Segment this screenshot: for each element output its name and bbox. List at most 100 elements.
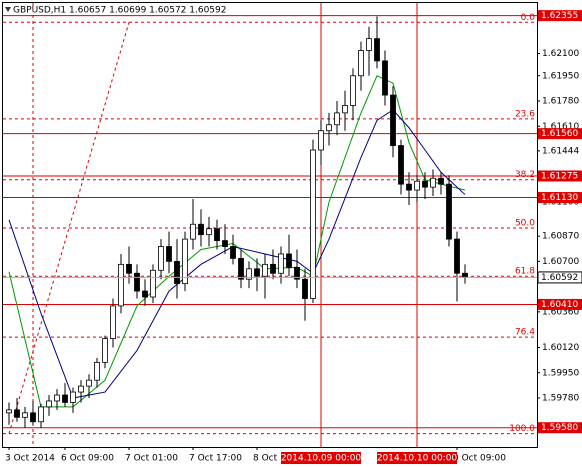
vline-date-box (281, 452, 361, 464)
last-price-box (537, 271, 582, 284)
candle-body (14, 409, 20, 418)
candle-body (222, 240, 228, 247)
candle-body (438, 177, 444, 185)
candle-body (278, 253, 284, 274)
fibo-label: 76.4 (515, 328, 535, 338)
candle-body (390, 94, 396, 146)
candle-body (462, 272, 468, 278)
candle-body (238, 258, 244, 280)
vline-date-label: 2014.10.09 00:00 (281, 454, 362, 464)
candle-body (350, 75, 356, 106)
fibo-label: 100.0 (509, 424, 535, 434)
y-tick-label: 1.60120 (542, 343, 579, 353)
y-tick-label: 1.61950 (542, 71, 579, 81)
y-tick-label: 1.59950 (542, 368, 579, 378)
candle-body (6, 409, 12, 414)
candle-body (414, 180, 420, 191)
candle-body (30, 412, 36, 423)
candle-body (70, 391, 76, 403)
level-label: 1.60410 (541, 300, 578, 310)
x-tick-label: 3 Oct 2014 (5, 454, 55, 464)
candle-body (230, 246, 236, 259)
y-tick-label: 1.60700 (542, 257, 579, 267)
level-box (538, 128, 582, 140)
fibo-label: 61.8 (515, 267, 535, 277)
candle-body (454, 238, 460, 274)
level-box (538, 170, 582, 182)
candle-body (118, 263, 124, 307)
x-tick-label: 7 Oct 17:00 (189, 454, 242, 464)
candle-body (366, 38, 372, 51)
candle-body (182, 238, 188, 285)
y-tick-label: 1.60360 (542, 307, 579, 317)
candle-body (46, 400, 52, 408)
y-tick-label: 1.62100 (542, 49, 579, 59)
candle-body (446, 183, 452, 240)
candle-body (286, 253, 292, 268)
candle-body (38, 406, 44, 423)
level-label: 1.59580 (541, 423, 578, 433)
candle-body (198, 223, 204, 236)
y-tick-label: 1.61610 (542, 122, 579, 132)
fibo-label: 50.0 (515, 218, 535, 228)
level-box (538, 10, 582, 22)
x-tick-label: 8 Oct (253, 454, 278, 464)
y-tick-label: 1.61780 (542, 97, 579, 107)
candle-body (270, 263, 276, 274)
vline-date-label: 2014.10.10 00:00 (377, 454, 458, 464)
y-tick-label: 1.61444 (542, 146, 579, 156)
symbol-icon (5, 7, 11, 12)
candle-body (406, 183, 412, 191)
level-label: 1.62355 (541, 11, 578, 21)
level-box (538, 422, 582, 434)
candle-body (398, 145, 404, 185)
candle-body (422, 180, 428, 188)
candle-body (206, 228, 212, 236)
level-box (538, 298, 582, 310)
candle-body (62, 394, 68, 403)
candle-body (342, 105, 348, 114)
candle-body (326, 124, 332, 132)
candle-body (102, 338, 108, 363)
candle-body (262, 263, 268, 277)
level-label: 1.61130 (541, 193, 578, 203)
candle-body (358, 50, 364, 77)
candle-body (150, 269, 156, 298)
candle-body (166, 246, 172, 262)
candle-body (158, 246, 164, 271)
candle-body (110, 305, 116, 339)
candle-body (254, 268, 260, 277)
vline-date-box (377, 452, 457, 464)
y-tick-label: 1.60870 (542, 232, 579, 242)
level-box (538, 192, 582, 204)
candle-body (318, 130, 324, 151)
candle-body (382, 60, 388, 96)
fibo-label: 0.0 (521, 13, 536, 23)
candle-body (430, 177, 436, 188)
candle-body (214, 228, 220, 241)
x-tick-label: 0 Oct 09:00 (453, 454, 506, 464)
candle-body (310, 149, 316, 299)
last-price-label: 1.60592 (541, 273, 578, 283)
candle-body (22, 412, 28, 418)
candle-body (174, 260, 180, 285)
chart-title: GBPUSD,H1 1.60657 1.60699 1.60572 1.6059… (13, 6, 226, 16)
x-tick-label: 6 Oct 09:00 (61, 454, 114, 464)
candle-body (190, 223, 196, 240)
candle-body (126, 263, 132, 274)
candle-body (134, 272, 140, 292)
candle-body (54, 394, 60, 402)
candle-body (94, 361, 100, 381)
fibo-label: 23.6 (515, 109, 535, 119)
level-label: 1.61560 (541, 129, 578, 139)
candle-body (302, 278, 308, 299)
y-tick-label: 1.59780 (542, 393, 579, 403)
level-label: 1.61275 (541, 171, 578, 181)
candle-body (374, 38, 380, 62)
candle-body (334, 112, 340, 126)
plot-frame (2, 2, 538, 448)
candle-body (246, 268, 252, 280)
candle-body (142, 290, 148, 298)
candle-body (294, 266, 300, 280)
